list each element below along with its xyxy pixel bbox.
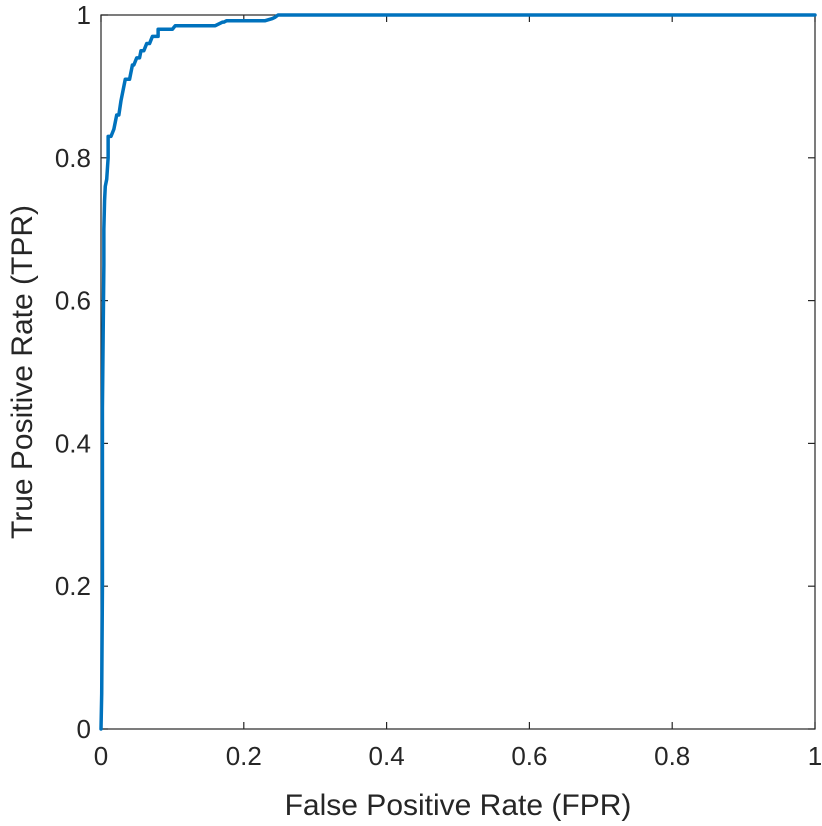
x-tick-label: 0.4 [369, 741, 405, 771]
x-tick-label: 0.8 [654, 741, 690, 771]
y-tick-label: 0.2 [55, 571, 91, 601]
y-axis-label: True Positive Rate (TPR) [6, 205, 39, 539]
ticks [100, 14, 816, 730]
y-tick-label: 0.8 [55, 143, 91, 173]
x-tick-label: 0 [94, 741, 108, 771]
x-axis-label: False Positive Rate (FPR) [285, 789, 632, 822]
y-tick-label: 0.6 [55, 286, 91, 316]
roc-curve-line [99, 13, 817, 731]
y-tick-label: 0 [77, 714, 91, 744]
x-tick-label: 1 [808, 741, 822, 771]
y-tick-label: 0.4 [55, 428, 91, 458]
x-tick-label: 0.6 [511, 741, 547, 771]
tick-labels: 0 0.2 0.4 0.6 0.8 1 0 0.2 0.4 0.6 0.8 1 [55, 0, 822, 771]
y-tick-label: 1 [77, 0, 91, 30]
x-tick-label: 0.2 [226, 741, 262, 771]
plot-box [100, 14, 816, 730]
